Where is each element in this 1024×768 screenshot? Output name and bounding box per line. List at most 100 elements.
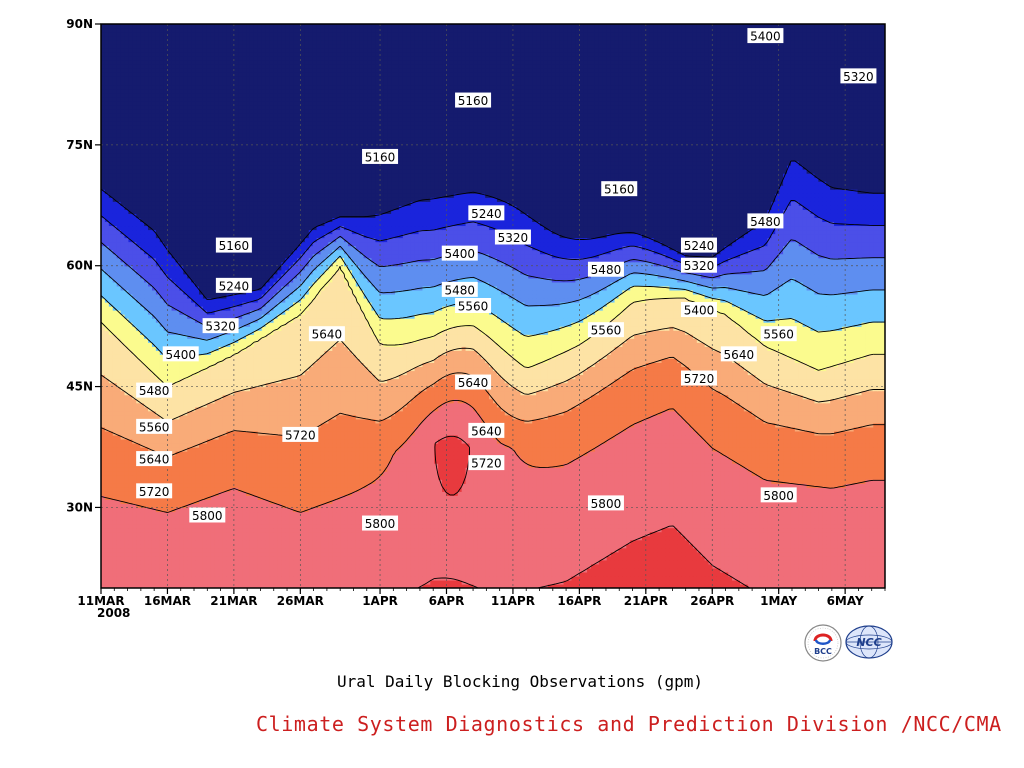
contour-band-cell [850, 548, 855, 553]
contour-band-cell [795, 560, 800, 565]
contour-band-cell [183, 491, 188, 496]
contour-band-cell [293, 520, 298, 525]
contour-band-cell [281, 544, 286, 549]
contour-band-cell [536, 515, 541, 520]
contour-band-cell [383, 564, 388, 569]
contour-band-cell [250, 532, 255, 537]
contour-band-cell [226, 528, 231, 533]
contour-band-cell [713, 576, 718, 581]
contour-band-cell [469, 499, 474, 504]
contour-band-cell [187, 552, 192, 557]
contour-band-cell [662, 560, 667, 565]
contour-band-cell [650, 572, 655, 577]
contour-band-cell [348, 524, 353, 529]
contour-band-cell [650, 560, 655, 565]
contour-band-cell [822, 495, 827, 500]
contour-band-cell [854, 520, 859, 525]
contour-band-cell [199, 540, 204, 545]
contour-band-cell [826, 507, 831, 512]
contour-band-cell [850, 576, 855, 581]
contour-band-cell [552, 515, 557, 520]
contour-band-cell [105, 540, 110, 545]
contour-band-cell [356, 499, 361, 504]
contour-band-cell [724, 515, 729, 520]
contour-band-cell [783, 580, 788, 585]
contour-band-cell [246, 528, 251, 533]
contour-band-cell [501, 560, 506, 565]
contour-band-cell [258, 491, 263, 496]
contour-band-cell [462, 576, 467, 581]
contour-band-cell [673, 520, 678, 525]
contour-band-cell [681, 568, 686, 573]
contour-band-cell [775, 552, 780, 557]
contour-band-cell [438, 499, 443, 504]
contour-band-cell [858, 564, 863, 569]
contour-band-cell [595, 540, 600, 545]
contour-band-cell [183, 520, 188, 525]
contour-band-cell [615, 576, 620, 581]
contour-band-cell [560, 532, 565, 537]
contour-band-cell [822, 548, 827, 553]
contour-band-cell [732, 515, 737, 520]
contour-band-cell [254, 564, 259, 569]
contour-band-cell [215, 580, 220, 585]
contour-band-cell [814, 568, 819, 573]
contour-band-cell [438, 528, 443, 533]
contour-band-cell [830, 515, 835, 520]
contour-band-cell [771, 572, 776, 577]
contour-band-cell [105, 511, 110, 516]
contour-band-cell [775, 576, 780, 581]
contour-band-cell [705, 552, 710, 557]
contour-band-cell [262, 548, 267, 553]
contour-band-cell [266, 536, 271, 541]
contour-band-cell [865, 540, 870, 545]
contour-band-cell [634, 568, 639, 573]
contour-band-cell [520, 507, 525, 512]
contour-band-cell [517, 544, 522, 549]
contour-band-cell [544, 560, 549, 565]
contour-band-cell [125, 572, 130, 577]
contour-band-cell [195, 524, 200, 529]
contour-band-cell [317, 515, 322, 520]
contour-band-cell [313, 540, 318, 545]
contour-band-cell [787, 540, 792, 545]
contour-band-cell [132, 515, 137, 520]
contour-band-cell [340, 556, 345, 561]
contour-band-cell [113, 572, 118, 577]
contour-band-cell [136, 528, 141, 533]
contour-band-cell [191, 580, 196, 585]
contour-band-cell [246, 580, 251, 585]
contour-band-cell [466, 548, 471, 553]
contour-band-cell [411, 540, 416, 545]
contour-band-cell [285, 580, 290, 585]
contour-band-cell [571, 495, 576, 500]
contour-band-cell [850, 515, 855, 520]
contour-band-cell [736, 495, 741, 500]
contour-band-cell [611, 524, 616, 529]
contour-band-cell [818, 548, 823, 553]
contour-band-cell [223, 536, 228, 541]
contour-band-cell [536, 564, 541, 569]
contour-band-cell [740, 560, 745, 565]
contour-band-cell [179, 548, 184, 553]
contour-band-cell [121, 515, 126, 520]
contour-band-cell [383, 552, 388, 557]
contour-band-cell [144, 580, 149, 585]
contour-band-cell [454, 536, 459, 541]
contour-band-cell [520, 556, 525, 561]
contour-band-cell [720, 560, 725, 565]
contour-band-cell [136, 552, 141, 557]
contour-band-cell [865, 520, 870, 525]
contour-band-cell [677, 548, 682, 553]
contour-band-cell [481, 544, 486, 549]
contour-band-cell [748, 580, 753, 585]
contour-band-cell [407, 536, 412, 541]
contour-band-cell [544, 580, 549, 585]
contour-band-cell [285, 560, 290, 565]
contour-band-cell [250, 507, 255, 512]
contour-band-cell [544, 511, 549, 516]
contour-band-cell [199, 544, 204, 549]
contour-band-cell [301, 536, 306, 541]
contour-band-cell [724, 499, 729, 504]
contour-band-cell [838, 564, 843, 569]
